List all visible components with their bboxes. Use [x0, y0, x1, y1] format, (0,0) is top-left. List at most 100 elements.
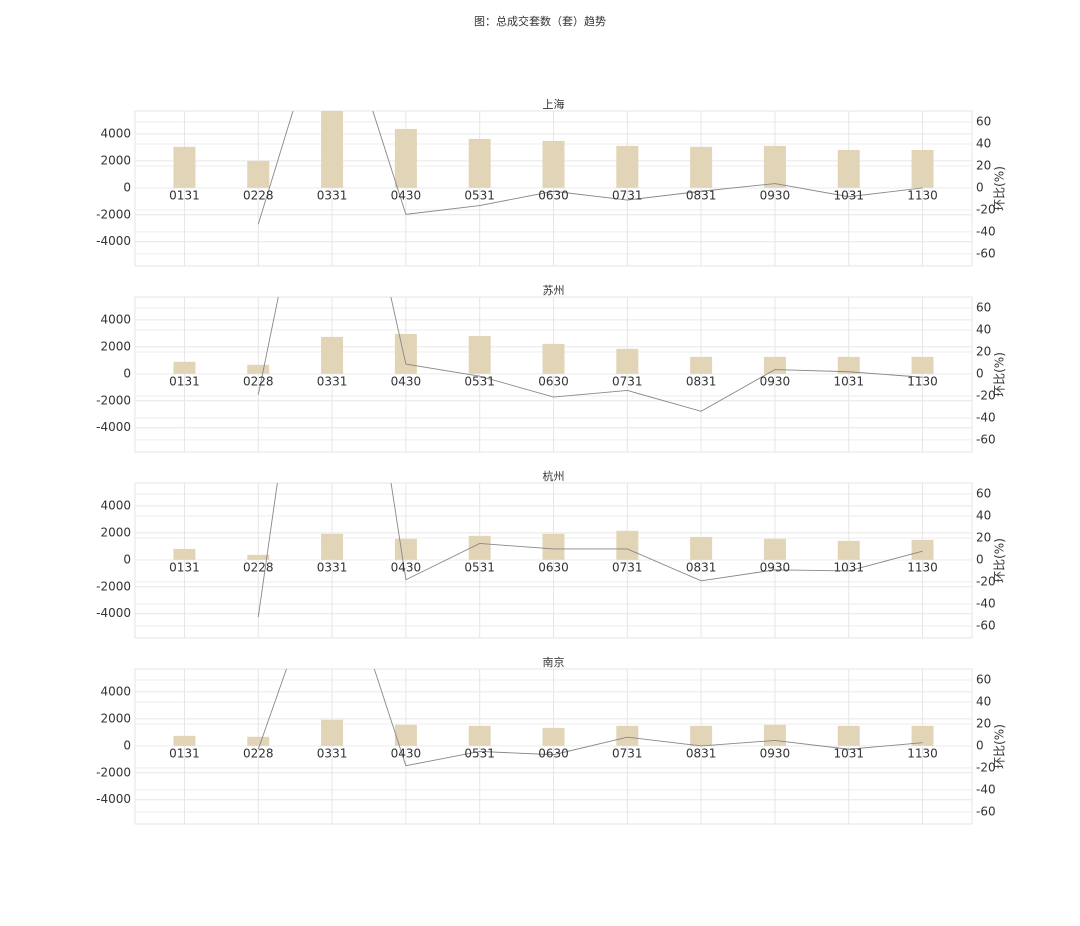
y2-tick-label: -20 [976, 574, 996, 588]
y2-tick-label: 20 [976, 716, 991, 730]
x-tick-label: 1130 [907, 374, 938, 388]
y-tick-label: 2000 [100, 711, 131, 725]
bar [616, 725, 639, 746]
bar [616, 348, 639, 374]
x-tick-label: 0630 [538, 746, 569, 760]
y2-tick-label: 40 [976, 694, 991, 708]
bar [690, 356, 713, 374]
x-tick-label: 0228 [243, 374, 274, 388]
panel-title: 苏州 [543, 284, 565, 297]
x-tick-label: 0731 [612, 188, 643, 202]
x-tick-label: 0630 [538, 188, 569, 202]
x-tick-label: 0731 [612, 560, 643, 574]
y-tick-label: 0 [123, 366, 131, 380]
y2-tick-label: -40 [976, 596, 996, 610]
y2-tick-label: 40 [976, 136, 991, 150]
plot [173, 483, 934, 618]
x-tick-label: 1130 [907, 560, 938, 574]
x-tick-label: 0531 [464, 560, 495, 574]
bar [321, 533, 344, 560]
bar [173, 548, 196, 560]
x-tick-label: 1130 [907, 188, 938, 202]
y2-tick-label: 40 [976, 508, 991, 522]
bar [173, 361, 196, 374]
bar [837, 149, 860, 188]
bar [763, 145, 786, 188]
y2-tick-label: 20 [976, 530, 991, 544]
x-tick-label: 1031 [833, 560, 864, 574]
bar [247, 736, 270, 746]
bar [911, 725, 934, 746]
x-tick-label: 0731 [612, 746, 643, 760]
y2-tick-label: -20 [976, 760, 996, 774]
y-tick-label: 0 [123, 738, 131, 752]
x-tick-label: 0430 [391, 746, 422, 760]
x-tick-label: 0228 [243, 188, 274, 202]
y-tick-label: -2000 [96, 393, 131, 407]
y2-tick-label: 20 [976, 344, 991, 358]
y2-tick-label: -60 [976, 246, 996, 260]
bar [468, 535, 491, 560]
x-tick-label: 1031 [833, 374, 864, 388]
y-tick-label: 2000 [100, 153, 131, 167]
bar [173, 735, 196, 746]
bar [616, 530, 639, 560]
panel: 苏州 -4000 -2000 0 2000 4000 -60 -40 -20 0 20 40 60 环比(… [96, 284, 1007, 453]
x-tick-label: 0930 [760, 746, 791, 760]
y2-axis-label: 环比(%) [993, 166, 1007, 211]
line [257, 483, 923, 618]
figure-title: 图：总成交套数（套）趋势 [474, 14, 606, 28]
y2-tick-label: 20 [976, 158, 991, 172]
x-tick-label: 1130 [907, 746, 938, 760]
panel-title: 杭州 [543, 469, 565, 483]
bar [468, 725, 491, 746]
plot [173, 669, 934, 767]
bar [542, 727, 565, 746]
x-tick-label: 0630 [538, 374, 569, 388]
bar [247, 554, 270, 560]
bar [542, 140, 565, 188]
y2-tick-label: 0 [976, 366, 984, 380]
y2-tick-label: 40 [976, 322, 991, 336]
x-tick-label: 0531 [464, 374, 495, 388]
x-tick-label: 0228 [243, 746, 274, 760]
bar [468, 138, 491, 188]
y2-tick-label: 0 [976, 738, 984, 752]
panel: 杭州 -4000 -2000 0 2000 4000 -60 -40 -20 0 20 40 60 环比(… [96, 469, 1007, 639]
bar [247, 160, 270, 188]
x-tick-label: 0930 [760, 374, 791, 388]
panel: 南京 -4000 -2000 0 2000 4000 -60 -40 -20 0 20 40 60 环比(… [96, 655, 1007, 825]
bar [690, 725, 713, 746]
x-tick-label: 0531 [464, 188, 495, 202]
line [257, 297, 923, 412]
x-tick-label: 1031 [833, 188, 864, 202]
x-tick-label: 0131 [169, 188, 200, 202]
x-tick-label: 0930 [760, 188, 791, 202]
y2-tick-label: 60 [976, 486, 991, 500]
bar [321, 719, 344, 746]
x-tick-label: 0831 [686, 746, 717, 760]
x-tick-label: 0430 [391, 374, 422, 388]
x-tick-label: 0331 [317, 374, 348, 388]
bar [690, 146, 713, 188]
bar [911, 539, 934, 560]
y-tick-label: -2000 [96, 579, 131, 593]
y-tick-label: -4000 [96, 792, 131, 806]
y2-tick-label: -20 [976, 202, 996, 216]
bar [173, 146, 196, 188]
x-tick-label: 0331 [317, 560, 348, 574]
x-tick-label: 0930 [760, 560, 791, 574]
x-tick-label: 0228 [243, 560, 274, 574]
y2-tick-label: -40 [976, 224, 996, 238]
y2-axis-label: 环比(%) [993, 724, 1007, 769]
bar [468, 335, 491, 374]
y2-tick-label: 60 [976, 672, 991, 686]
bar [837, 356, 860, 374]
panel-title: 南京 [543, 655, 565, 669]
plot [173, 111, 934, 225]
plot [173, 297, 934, 412]
line [257, 111, 923, 225]
y-tick-label: 4000 [100, 498, 131, 512]
panel-title: 上海 [543, 97, 565, 111]
